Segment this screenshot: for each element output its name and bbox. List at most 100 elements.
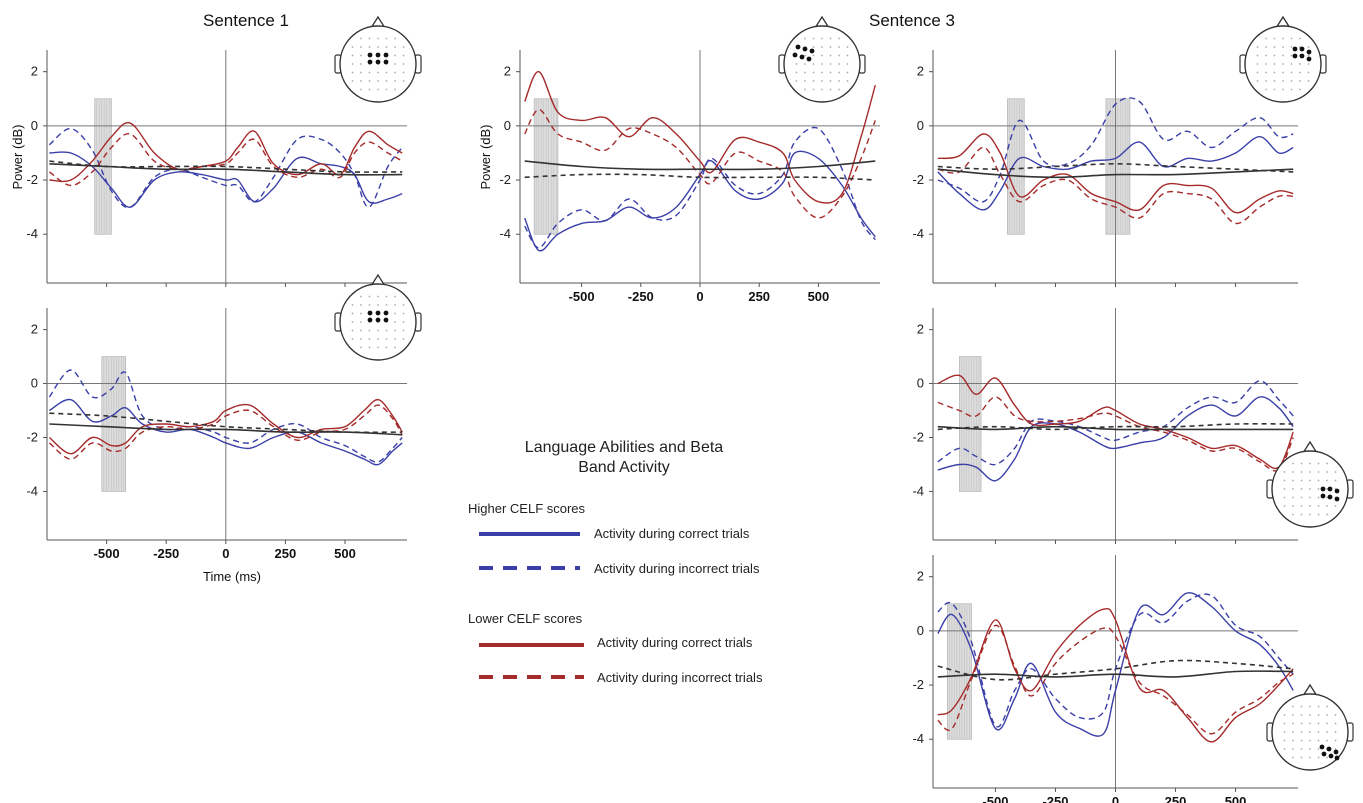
series-line-lower-correct: [48, 398, 403, 455]
electrode-dot: [1309, 731, 1311, 733]
series-line-lower-incorrect: [937, 396, 1294, 472]
legend-higher-group: Higher CELF scores: [468, 501, 586, 516]
electrode-dot: [1317, 513, 1320, 516]
electrode-dot: [838, 71, 840, 74]
electrode-dot: [1300, 756, 1303, 759]
electrode-dot: [360, 321, 362, 323]
y-tick-label: -2: [499, 172, 511, 187]
y-tick-label: -4: [912, 483, 924, 498]
head-nose: [370, 273, 386, 287]
series-line-lower-correct: [524, 71, 876, 204]
electrode-dot: [394, 346, 396, 349]
electrode-dot: [1273, 54, 1276, 57]
electrode-dot: [1334, 479, 1337, 482]
electrode-dot: [394, 63, 396, 65]
electrode-dot: [1292, 488, 1294, 490]
electrode-selected-dot: [1333, 749, 1339, 755]
electrode-dot: [838, 37, 840, 40]
electrode-dot: [1265, 71, 1267, 74]
legend-lower-incorrect: Activity during incorrect trials: [597, 670, 763, 685]
electrode-dot: [1283, 731, 1286, 733]
electrode-dot: [402, 338, 405, 340]
electrode-dot: [1317, 748, 1320, 750]
electrode-dot: [1334, 714, 1337, 716]
x-tick-label: -250: [1042, 794, 1068, 803]
electrode-dot: [1309, 722, 1311, 725]
electrode-dot: [846, 54, 849, 57]
electrode-dot: [1307, 46, 1310, 48]
series-line-lower-incorrect: [937, 146, 1294, 225]
ylabel-sentence1: Power (dB): [10, 124, 25, 189]
electrode-dot: [1283, 722, 1286, 725]
electrode-selected-dot: [1292, 46, 1298, 52]
electrode-dot: [1309, 479, 1311, 482]
electrode-dot: [402, 63, 405, 65]
y-tick-label: -4: [499, 226, 511, 241]
electrode-dot: [1309, 705, 1311, 708]
panel-sentence3-left: 2 0 -2 -4 -500 -250 0 250 500: [499, 15, 880, 304]
electrode-dot: [1326, 513, 1328, 516]
head-diagram-icon: [334, 15, 422, 103]
electrode-dot: [821, 71, 823, 74]
y-tick-label: 2: [504, 64, 511, 79]
electrode-dot: [368, 346, 371, 349]
electrode-dot: [1307, 80, 1310, 82]
y-tick-label: 0: [917, 118, 924, 133]
electrode-dot: [1299, 63, 1301, 65]
electrode-selected-dot: [1334, 496, 1340, 502]
electrode-dot: [1282, 88, 1284, 91]
electrode-dot: [1309, 513, 1311, 516]
electrode-dot: [1292, 496, 1294, 499]
electrode-dot: [846, 71, 849, 74]
head-diagram-icon: [334, 273, 422, 361]
electrode-dot: [821, 54, 823, 57]
electrode-selected-dot: [809, 48, 815, 54]
electrode-dot: [385, 71, 388, 74]
series-line-baseline-correct: [49, 423, 403, 436]
series-line-baseline-incorrect: [49, 160, 403, 173]
electrode-dot: [804, 63, 806, 65]
electrode-dot: [1273, 88, 1276, 91]
electrode-dot: [1317, 496, 1320, 499]
electrode-dot: [1309, 488, 1311, 490]
legend-higher-correct: Activity during correct trials: [594, 526, 750, 541]
electrode-dot: [1282, 46, 1284, 48]
electrode-dot: [385, 346, 388, 349]
electrode-dot: [368, 304, 371, 306]
series-line-baseline-incorrect: [49, 412, 403, 434]
head-diagram-icon: [1266, 683, 1354, 771]
electrode-dot: [829, 54, 832, 57]
series-line-lower-incorrect: [48, 404, 403, 460]
electrode-dot: [838, 80, 840, 82]
electrode-dot: [1300, 488, 1303, 490]
electrode-dot: [394, 37, 396, 40]
electrode-dot: [394, 329, 396, 332]
electrode-dot: [1265, 88, 1267, 91]
series-line-higher-correct: [49, 398, 403, 466]
electrode-selected-dot: [1327, 486, 1333, 492]
electrode-dot: [385, 295, 388, 298]
x-tick-label: 0: [696, 289, 703, 304]
electrode-dot: [804, 88, 806, 91]
electrode-dot: [1292, 731, 1294, 733]
electrode-dot: [795, 71, 798, 74]
electrode-selected-dot: [1320, 486, 1326, 492]
series-line-lower-correct: [49, 122, 403, 183]
electrode-dot: [1265, 46, 1267, 48]
electrode-dot: [1292, 505, 1294, 507]
electrode-dot: [1300, 496, 1303, 499]
electrode-dot: [377, 338, 379, 340]
head-diagram-icon: [1266, 440, 1354, 528]
electrode-dot: [812, 88, 815, 91]
electrode-dot: [829, 80, 832, 82]
electrode-dot: [1283, 488, 1286, 490]
electrode-dot: [1326, 505, 1328, 507]
electrode-dot: [360, 312, 362, 315]
electrode-dot: [1292, 462, 1294, 465]
electrode-dot: [402, 54, 405, 57]
electrode-dot: [351, 54, 354, 57]
electrode-dot: [351, 46, 354, 48]
y-tick-label: -4: [912, 731, 924, 746]
x-tick-label: 0: [1112, 794, 1119, 803]
electrode-selected-dot: [375, 52, 381, 58]
